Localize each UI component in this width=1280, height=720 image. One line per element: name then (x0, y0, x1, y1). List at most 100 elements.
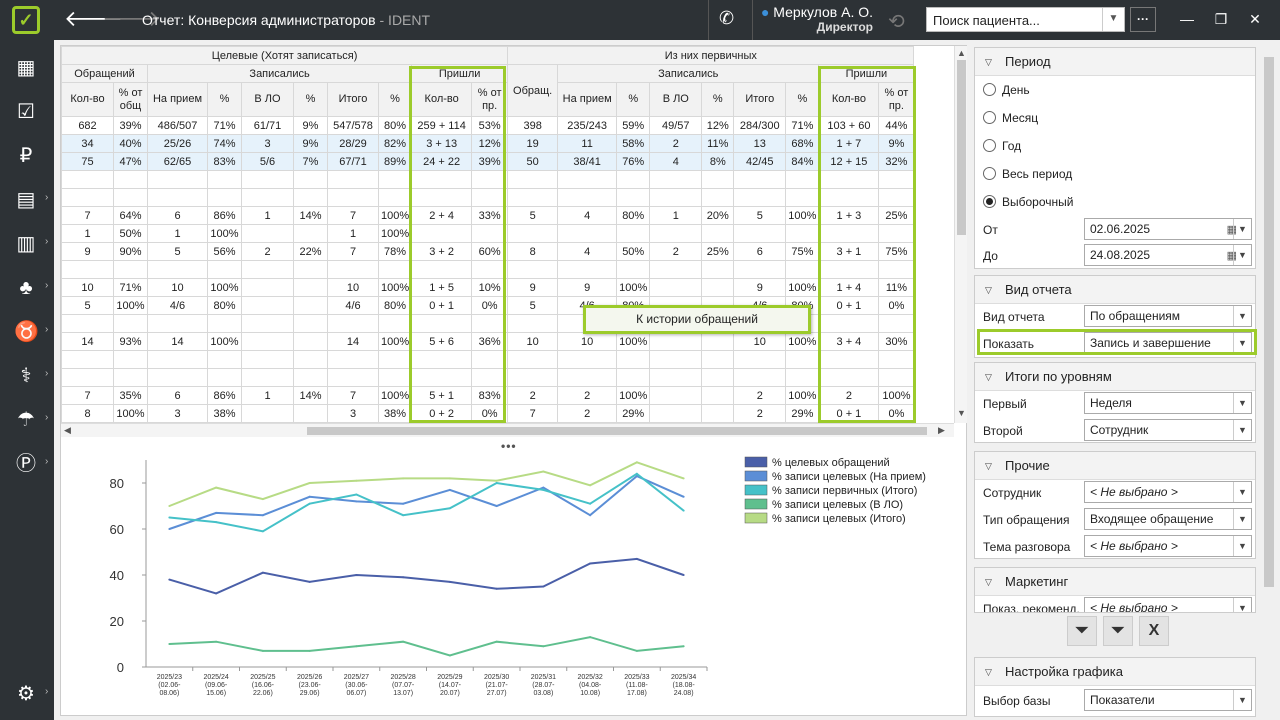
radio-icon[interactable] (983, 139, 996, 152)
base-select[interactable]: Показатели ▼ (1084, 689, 1252, 711)
scroll-thumb[interactable] (1264, 57, 1274, 587)
phone-icon[interactable]: ✆ (719, 8, 735, 28)
column-header[interactable]: Кол-во (818, 82, 880, 117)
topic-select[interactable]: < Не выбрано > ▼ (1084, 535, 1252, 557)
period-option[interactable]: День (983, 83, 1030, 97)
period-option[interactable]: Месяц (983, 111, 1038, 125)
remove-filter-icon[interactable]: ⏷ (1103, 616, 1133, 646)
maximize-icon[interactable]: ❐ (1214, 11, 1228, 27)
sidebar-item-tasks[interactable]: ☑ (0, 94, 54, 130)
chevron-down-icon[interactable]: ▼ (1233, 536, 1251, 556)
section-header-other[interactable]: ▽ Прочие (975, 452, 1255, 480)
section-header-report-view[interactable]: ▽ Вид отчета (975, 276, 1255, 304)
panel-scrollbar[interactable] (1262, 45, 1276, 611)
calendar-icon[interactable]: ▦ (1226, 224, 1237, 236)
request-type-select[interactable]: Входящее обращение ▼ (1084, 508, 1252, 530)
column-header[interactable]: Итого (733, 82, 787, 117)
table-row[interactable]: 10 71% 10 100% 10 100% 1 + 5 10% 9 9 100% 9 100% 1 + … (61, 278, 915, 297)
user-info[interactable]: ● Меркулов А. О. Директор (760, 4, 873, 34)
grid-vertical-scrollbar[interactable]: ▲ ▼ (954, 46, 967, 423)
sidebar-item-schedule[interactable]: ▦ (0, 50, 54, 86)
scroll-thumb[interactable] (307, 427, 927, 435)
chevron-down-icon[interactable]: ▼ (1233, 690, 1251, 710)
table-row[interactable] (61, 368, 915, 387)
table-row[interactable] (61, 350, 915, 369)
column-header[interactable]: В ЛО (241, 82, 294, 117)
context-menu-history[interactable]: К истории обращений (583, 305, 811, 334)
scroll-right-icon[interactable]: ▶ (938, 425, 945, 435)
sidebar-item-patients[interactable]: ♣ › (0, 270, 54, 306)
column-header[interactable]: % (377, 82, 413, 117)
chevron-down-icon[interactable]: ▼ (1233, 245, 1251, 265)
close-icon[interactable]: ✕ (1249, 11, 1261, 27)
scroll-up-icon[interactable]: ▲ (957, 48, 966, 58)
table-row[interactable]: 7 35% 6 86% 1 14% 7 100% 5 + 1 83% 2 2 100% 2 100% 2 100… (61, 386, 915, 405)
sidebar-item-pharmacy[interactable]: ⚕ › (0, 358, 54, 394)
second-level-select[interactable]: Сотрудник ▼ (1084, 419, 1252, 441)
table-row[interactable]: 8 100% 3 38% 3 38% 0 + 2 0% 7 2 29% 2 29% 0 + 1 0% (61, 404, 915, 423)
section-header-chart-settings[interactable]: ▽ Настройка графика (975, 658, 1255, 686)
table-row[interactable] (61, 188, 915, 207)
chevron-down-icon[interactable]: ▼ (1233, 509, 1251, 529)
column-header[interactable]: % от пр. (878, 82, 915, 117)
radio-icon[interactable] (983, 167, 996, 180)
employee-select[interactable]: < Не выбрано > ▼ (1084, 481, 1252, 503)
column-header[interactable]: % (293, 82, 328, 117)
splitter-handle[interactable]: ••• (501, 439, 517, 453)
sidebar-item-dental[interactable]: ♉ › (0, 314, 54, 350)
period-option[interactable]: Год (983, 139, 1021, 153)
table-row[interactable]: 7 64% 6 86% 1 14% 7 100% 2 + 4 33% 5 4 80% 1 20% 5 100% 1… (61, 206, 915, 225)
table-row[interactable]: 34 40% 25/26 74% 3 9% 28/29 82% 3 + 13 12% 19 11 58%… (61, 134, 915, 153)
column-header[interactable]: В ЛО (649, 82, 703, 117)
chevron-down-icon[interactable]: ▼ (1102, 8, 1124, 31)
section-header-levels[interactable]: ▽ Итоги по уровням (975, 363, 1255, 391)
sidebar-item-reports[interactable]: ▥ › (0, 226, 54, 262)
column-header[interactable]: % (701, 82, 735, 117)
patient-search-input[interactable]: Поиск пациента... ▼ (926, 7, 1125, 32)
column-header[interactable]: % (785, 82, 820, 117)
table-row[interactable]: 1 50% 1 100% 1 100% (61, 224, 915, 243)
scroll-down-icon[interactable]: ▼ (957, 408, 966, 418)
grid-horizontal-scrollbar[interactable]: ◀ ▶ (61, 423, 954, 437)
scroll-left-icon[interactable]: ◀ (64, 425, 71, 435)
table-row[interactable] (61, 170, 915, 189)
radio-icon[interactable] (983, 195, 996, 208)
column-header[interactable]: Итого (327, 82, 379, 117)
chevron-down-icon[interactable]: ▼ (1233, 482, 1251, 502)
table-row[interactable]: 75 47% 62/65 83% 5/6 7% 67/71 89% 24 + 22 39% 50 38… (61, 152, 915, 171)
chevron-down-icon[interactable]: ▼ (1233, 333, 1251, 353)
column-header[interactable]: % от пр. (471, 82, 509, 117)
from-date-field[interactable]: 02.06.2025 ▦ ▼ (1084, 218, 1252, 240)
sidebar-item-documents[interactable]: ▤ › (0, 182, 54, 218)
column-header[interactable]: % от общ (113, 82, 148, 117)
radio-icon[interactable] (983, 83, 996, 96)
chevron-down-icon[interactable]: ▼ (1233, 598, 1251, 612)
chevron-down-icon[interactable]: ▼ (1233, 306, 1251, 326)
column-header[interactable]: % (207, 82, 242, 117)
column-header[interactable]: На прием (147, 82, 208, 117)
table-row[interactable]: 682 39% 486/507 71% 61/71 9% 547/578 80% 259 + 1… (61, 116, 915, 135)
minimize-icon[interactable]: — (1180, 11, 1194, 27)
report-grid[interactable]: Целевые (Хотят записаться) Из них первич… (61, 46, 954, 423)
calendar-icon[interactable]: ▦ (1226, 250, 1237, 262)
table-row[interactable] (61, 260, 915, 279)
section-header-marketing[interactable]: ▽ Маркетинг (975, 568, 1255, 596)
to-date-field[interactable]: 24.08.2025 ▦ ▼ (1084, 244, 1252, 266)
radio-icon[interactable] (983, 111, 996, 124)
column-header[interactable]: Кол-во (411, 82, 473, 117)
section-header-period[interactable]: ▽ Период (975, 48, 1255, 76)
more-menu-icon[interactable]: ··· (1130, 7, 1156, 32)
back-arrow-icon[interactable]: 🡐 (64, 6, 123, 31)
column-header[interactable]: На прием (557, 82, 618, 117)
sidebar-item-settings[interactable]: ⚙ › (0, 676, 54, 712)
sidebar-item-payments[interactable]: Ⓟ › (0, 446, 54, 482)
sidebar-item-insurance[interactable]: ☂ › (0, 402, 54, 438)
chevron-down-icon[interactable]: ▼ (1233, 420, 1251, 440)
clear-filters-icon[interactable]: X (1139, 616, 1169, 646)
add-filter-icon[interactable]: ⏷ (1067, 616, 1097, 646)
first-level-select[interactable]: Неделя ▼ (1084, 392, 1252, 414)
scroll-thumb[interactable] (957, 60, 966, 235)
chevron-down-icon[interactable]: ▼ (1233, 219, 1251, 239)
table-row[interactable]: 9 90% 5 56% 2 22% 7 78% 3 + 2 60% 8 4 50% 2 25% 6 75% 3 +… (61, 242, 915, 261)
